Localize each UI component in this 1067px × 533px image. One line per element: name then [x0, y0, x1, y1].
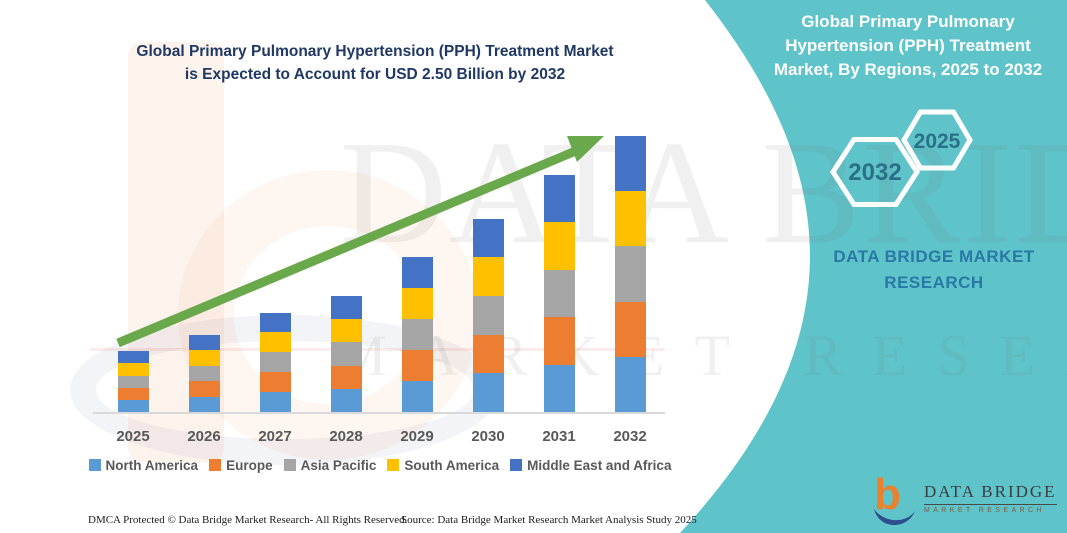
bar-segment-europe [259, 372, 291, 393]
x-axis-label-2025: 2025 [116, 428, 150, 445]
legend-item-asia-pacific: Asia Pacific [283, 457, 377, 473]
legend-item-north-america: North America [88, 457, 199, 473]
bar-segment-north-america [614, 356, 646, 412]
dbmr-logo-name: DATA BRIDGE [924, 482, 1057, 505]
x-axis-label-2032: 2032 [613, 428, 647, 445]
dbmr-logo-b-icon: b [874, 471, 915, 525]
teal-panel-shape [680, 0, 1067, 533]
x-axis-label-2027: 2027 [258, 428, 292, 445]
legend-item-south-america: South America [387, 458, 499, 473]
bar-segment-europe [188, 381, 220, 397]
footer-dmca-text: DMCA Protected © Data Bridge Market Rese… [88, 514, 408, 526]
hexagon-2032 [830, 137, 920, 207]
teal-title-line1: Global Primary Pulmonary [801, 12, 1015, 31]
bar-segment-north-america [117, 399, 149, 412]
bar-segment-asia-pacific [117, 375, 149, 388]
x-axis-label-2031: 2031 [542, 428, 576, 445]
dbmr-logo: b DATA BRIDGE MARKET RESEARCH [872, 470, 1057, 526]
bar-segment-north-america [543, 364, 575, 412]
logo-swoosh [874, 509, 915, 525]
teal-panel-title: Global Primary Pulmonary Hypertension (P… [752, 10, 1064, 82]
legend-item-middle-east-and-africa: Middle East and Africa [510, 458, 671, 473]
logo-b-glyph: b [874, 471, 901, 519]
legend-swatch [283, 459, 296, 471]
brand-wordmark-line2: RESEARCH [884, 273, 984, 292]
brand-wordmark: DATA BRIDGE MARKET RESEARCH [803, 244, 1065, 296]
x-axis-line [93, 412, 665, 414]
bar-segment-europe [330, 365, 362, 389]
bar-segment-north-america [259, 392, 291, 412]
teal-title-line2: Hypertension (PPH) Treatment [785, 36, 1031, 55]
x-axis-label-2026: 2026 [187, 428, 221, 445]
bar-segment-europe [117, 387, 149, 400]
legend-label: Middle East and Africa [527, 457, 672, 473]
hexagon-2025 [901, 109, 973, 171]
bar-2025 [117, 351, 149, 412]
footer-source-text: Source: Data Bridge Market Research Mark… [401, 514, 697, 526]
bar-segment-south-america [614, 191, 646, 247]
legend-item-europe: Europe [209, 458, 273, 473]
legend-label: Europe [226, 457, 273, 473]
brand-wordmark-line1: DATA BRIDGE MARKET [833, 247, 1035, 266]
bar-segment-north-america [188, 396, 220, 412]
hexagon-2032-label: 2032 [848, 159, 901, 186]
bar-segment-asia-pacific [188, 365, 220, 382]
legend-swatch [88, 459, 101, 471]
bar-segment-south-america [188, 350, 220, 366]
bar-segment-asia-pacific [259, 352, 291, 373]
bar-segment-europe [614, 301, 646, 357]
x-axis-label-2028: 2028 [329, 428, 363, 445]
year-hexagons: 2025 2032 [830, 109, 973, 207]
bar-segment-asia-pacific [330, 342, 362, 366]
bar-segment-middle-east-and-africa [614, 136, 646, 192]
bar-segment-south-america [117, 363, 149, 376]
dbmr-logo-text: DATA BRIDGE MARKET RESEARCH [924, 482, 1057, 514]
bar-segment-asia-pacific [614, 246, 646, 302]
legend-swatch [209, 459, 222, 471]
chart-title-line2: is Expected to Account for USD 2.50 Bill… [184, 66, 566, 83]
x-axis-label-2029: 2029 [400, 428, 434, 445]
legend-label: North America [105, 457, 199, 473]
teal-title-line3: Market, By Regions, 2025 to 2032 [773, 60, 1043, 79]
bar-segment-north-america [330, 388, 362, 412]
bar-segment-north-america [401, 381, 433, 412]
legend-swatch [510, 459, 523, 471]
x-axis-label-2030: 2030 [471, 428, 505, 445]
chart-title: Global Primary Pulmonary Hypertension (P… [65, 40, 685, 86]
bar-segment-north-america [472, 373, 504, 412]
bar-segment-middle-east-and-africa [117, 351, 149, 364]
hexagon-2025-label: 2025 [914, 130, 961, 153]
dbmr-logo-subtext: MARKET RESEARCH [924, 507, 1045, 514]
dbmr-logo-icon: b [872, 471, 916, 525]
legend-swatch [387, 459, 400, 471]
legend-label: South America [404, 457, 500, 473]
bar-segment-europe [401, 350, 433, 382]
chart-title-line1: Global Primary Pulmonary Hypertension (P… [136, 43, 614, 60]
legend: North America Europe Asia Pacific South Ame… [88, 455, 672, 475]
legend-label: Asia Pacific [300, 457, 377, 473]
bar-2032 [614, 136, 646, 412]
